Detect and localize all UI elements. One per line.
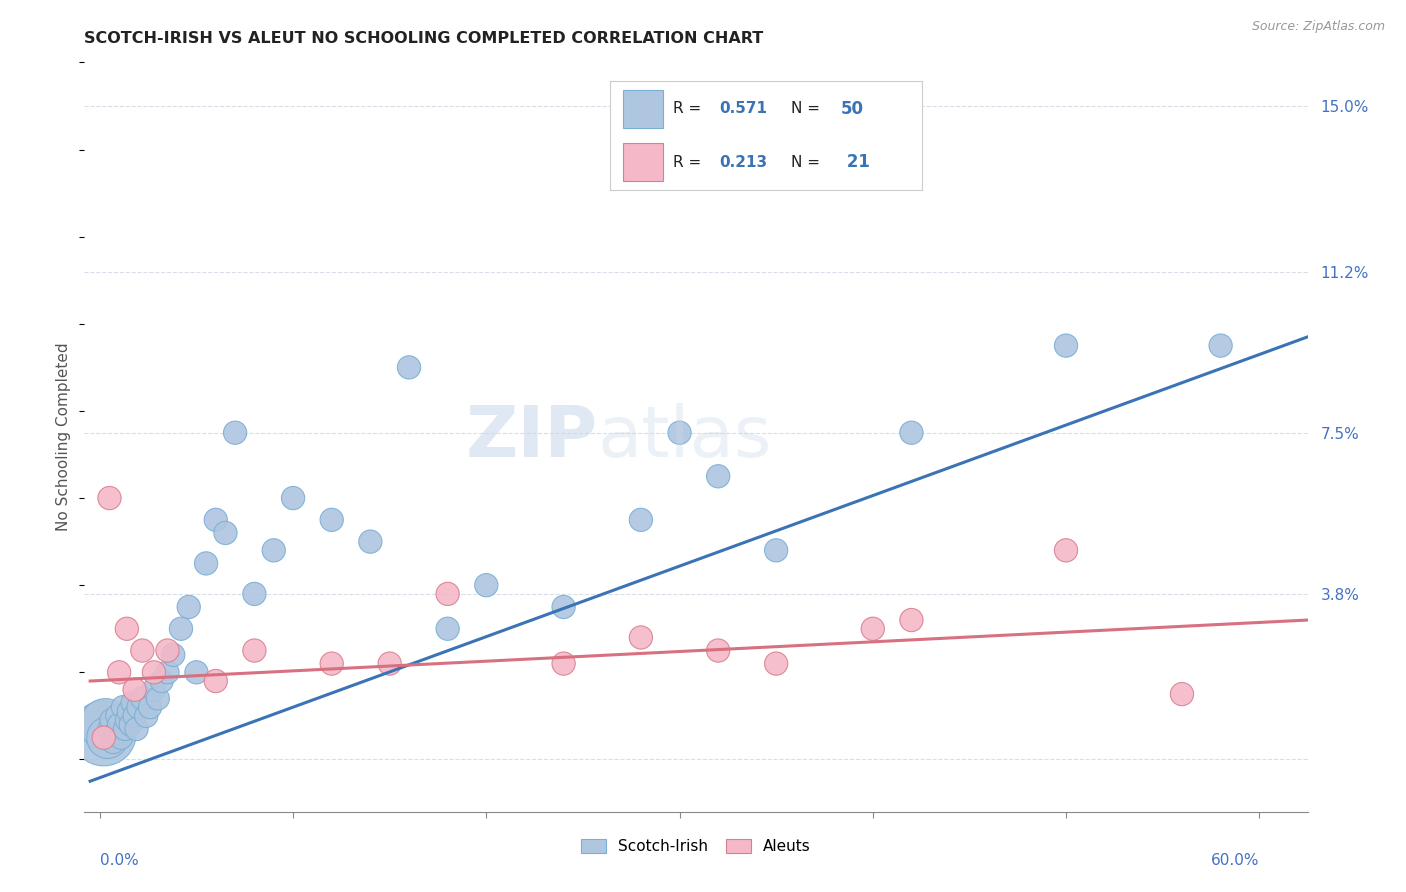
Text: atlas: atlas bbox=[598, 402, 772, 472]
Point bbox=[121, 696, 143, 710]
Point bbox=[142, 682, 165, 697]
Point bbox=[103, 735, 125, 749]
Point bbox=[1171, 687, 1194, 701]
Text: SCOTCH-IRISH VS ALEUT NO SCHOOLING COMPLETED CORRELATION CHART: SCOTCH-IRISH VS ALEUT NO SCHOOLING COMPL… bbox=[84, 31, 763, 46]
Point bbox=[204, 513, 226, 527]
Point bbox=[359, 534, 381, 549]
Point bbox=[124, 682, 146, 697]
Point bbox=[131, 643, 153, 657]
Point bbox=[105, 709, 128, 723]
Point bbox=[115, 622, 138, 636]
Point bbox=[1209, 338, 1232, 352]
Point bbox=[177, 599, 200, 614]
Point bbox=[900, 425, 922, 440]
Point bbox=[96, 731, 118, 745]
Point bbox=[127, 700, 149, 714]
Text: 60.0%: 60.0% bbox=[1211, 853, 1260, 868]
Point bbox=[94, 717, 117, 731]
Point bbox=[707, 643, 730, 657]
Point bbox=[475, 578, 498, 592]
Point bbox=[156, 643, 179, 657]
Legend: Scotch-Irish, Aleuts: Scotch-Irish, Aleuts bbox=[575, 832, 817, 860]
Point bbox=[668, 425, 690, 440]
Point bbox=[436, 587, 458, 601]
Point bbox=[150, 673, 173, 688]
Point bbox=[263, 543, 285, 558]
Point bbox=[321, 513, 343, 527]
Point bbox=[114, 722, 136, 736]
Point bbox=[281, 491, 304, 505]
Point bbox=[125, 722, 148, 736]
Point bbox=[108, 665, 131, 680]
Point bbox=[110, 731, 132, 745]
Point bbox=[243, 587, 266, 601]
Point bbox=[135, 709, 157, 723]
Point bbox=[765, 543, 787, 558]
Point bbox=[224, 425, 246, 440]
Point bbox=[553, 599, 575, 614]
Point bbox=[214, 525, 236, 540]
Y-axis label: No Schooling Completed: No Schooling Completed bbox=[56, 343, 72, 532]
Point bbox=[118, 705, 141, 719]
Point bbox=[111, 700, 134, 714]
Point bbox=[553, 657, 575, 671]
Point bbox=[1054, 338, 1077, 352]
Point bbox=[170, 622, 193, 636]
Point bbox=[186, 665, 208, 680]
Text: ZIP: ZIP bbox=[465, 402, 598, 472]
Point bbox=[862, 622, 884, 636]
Point bbox=[900, 613, 922, 627]
Point bbox=[93, 726, 115, 740]
Point bbox=[1054, 543, 1077, 558]
Point bbox=[124, 709, 146, 723]
Point bbox=[93, 731, 115, 745]
Point bbox=[630, 513, 652, 527]
Point bbox=[156, 665, 179, 680]
Point bbox=[398, 360, 420, 375]
Point bbox=[98, 491, 121, 505]
Point bbox=[142, 665, 165, 680]
Text: 0.0%: 0.0% bbox=[100, 853, 139, 868]
Point bbox=[104, 726, 127, 740]
Point bbox=[100, 713, 122, 727]
Point bbox=[243, 643, 266, 657]
Point bbox=[120, 717, 142, 731]
Point bbox=[115, 713, 138, 727]
Point bbox=[321, 657, 343, 671]
Point bbox=[162, 648, 184, 662]
Point bbox=[378, 657, 401, 671]
Point bbox=[98, 722, 121, 736]
Point bbox=[195, 557, 218, 571]
Point bbox=[630, 631, 652, 645]
Point bbox=[139, 700, 162, 714]
Text: Source: ZipAtlas.com: Source: ZipAtlas.com bbox=[1251, 20, 1385, 33]
Point bbox=[436, 622, 458, 636]
Point bbox=[707, 469, 730, 483]
Point bbox=[765, 657, 787, 671]
Point bbox=[146, 691, 169, 706]
Point bbox=[204, 673, 226, 688]
Point bbox=[131, 691, 153, 706]
Point bbox=[108, 717, 131, 731]
